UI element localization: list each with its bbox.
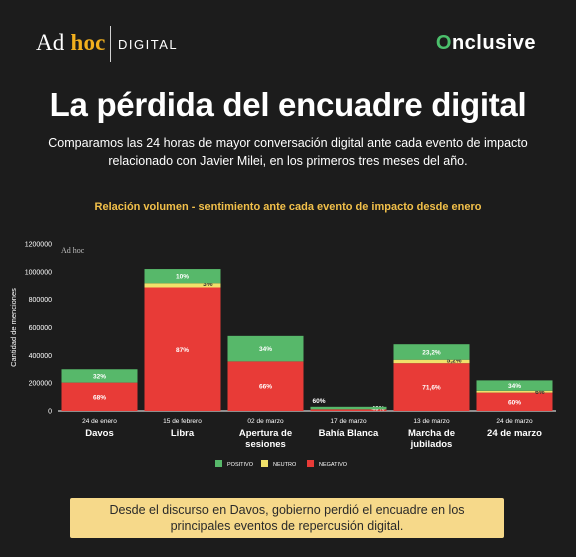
data-label: 68%	[93, 394, 106, 401]
x-tick-label: Bahía Blanca	[319, 428, 379, 439]
data-label: 32%	[93, 373, 106, 380]
x-tick-label: Marcha de	[408, 428, 455, 439]
x-tick-date: 02 de marzo	[247, 418, 284, 425]
y-tick-label: 200000	[29, 381, 52, 388]
x-tick-label: 24 de marzo	[487, 428, 542, 439]
y-tick-label: 600000	[29, 325, 52, 332]
data-label: 23,2%	[422, 349, 441, 356]
data-label: 3%	[203, 281, 213, 288]
bar-segment-negativo	[61, 382, 138, 411]
chart-title: Relación volumen - sentimiento ante cada…	[94, 201, 482, 213]
bar-segment-positivo	[310, 406, 387, 410]
legend-swatch-negativo	[307, 460, 314, 467]
bar-segment-neutro	[393, 359, 470, 364]
data-label: 10%	[176, 274, 189, 281]
onclusive-logo-o: O	[435, 32, 452, 54]
data-label: 71,6%	[422, 385, 441, 392]
page-title: La pérdida del encuadre digital	[49, 86, 527, 123]
onclusive-logo-rest: nclusive	[451, 32, 536, 54]
conclusion-note-text: Desde el discurso en Davos, gobierno per…	[109, 503, 465, 533]
header: Ad hoc DIGITAL Onclusive	[0, 0, 576, 80]
y-tick-label: 0	[48, 409, 52, 416]
x-tick-label: Apertura de	[239, 428, 292, 439]
legend-swatch-positivo	[215, 460, 222, 467]
onclusive-logo: Onclusive	[436, 32, 536, 55]
adhoc-logo-ad: Ad	[36, 30, 65, 55]
y-tick-label: 400000	[29, 353, 52, 360]
bar-segment-neutro	[476, 390, 553, 393]
x-tick-date: 24 de enero	[82, 418, 117, 425]
data-label: 87%	[176, 347, 189, 354]
conclusion-note: Desde el discurso en Davos, gobierno per…	[70, 498, 504, 538]
bar-segment-negativo	[144, 287, 221, 411]
logo-divider	[110, 26, 111, 62]
bar-segment-negativo	[476, 392, 553, 411]
y-tick-label: 1000000	[25, 269, 52, 276]
chart-watermark: Ad hoc	[61, 246, 85, 255]
data-label: 5,2%	[447, 358, 462, 365]
bar-segment-negativo	[310, 409, 387, 411]
stacked-bar-chart: Cantidad de menciones 0 200000 400000 600000…	[9, 242, 556, 468]
x-tick-date: 24 de marzo	[496, 418, 533, 425]
data-label: 34%	[259, 346, 272, 353]
adhoc-logo: Ad hoc	[36, 30, 106, 56]
data-label: 66%	[259, 384, 272, 391]
x-tick-date: 17 de marzo	[330, 418, 367, 425]
data-label: 6%	[535, 389, 545, 396]
page-subtitle: Comparamos las 24 horas de mayor convers…	[48, 136, 528, 168]
x-tick-label: Libra	[171, 428, 195, 439]
legend-swatch-neutro	[261, 460, 268, 467]
x-tick-label: jubilados	[410, 439, 453, 450]
adhoc-digital-label: DIGITAL	[118, 37, 179, 52]
bar-segment-neutro	[144, 283, 221, 288]
y-axis-title: Cantidad de menciones	[9, 288, 18, 367]
x-tick-label: sesiones	[245, 439, 286, 450]
legend-label-positivo: POSITIVO	[227, 462, 254, 468]
bar-segment-negativo	[393, 363, 470, 411]
x-tick-date: 13 de marzo	[413, 418, 450, 425]
legend-label-neutro: NEUTRO	[273, 462, 297, 468]
bar-segment-positivo	[61, 369, 138, 383]
bar-segment-positivo	[476, 380, 553, 391]
bar-segment-positivo	[393, 344, 470, 360]
x-tick-date: 15 de febrero	[163, 418, 202, 425]
legend-label-negativo: NEGATIVO	[319, 462, 348, 468]
adhoc-logo-hoc: hoc	[70, 30, 106, 55]
data-label: 60%	[508, 399, 521, 406]
y-tick-label: 800000	[29, 297, 52, 304]
bar-segment-negativo	[227, 361, 304, 411]
y-tick-label: 1200000	[25, 242, 52, 249]
data-label: 34%	[508, 383, 521, 390]
bar-segment-positivo	[144, 269, 221, 284]
x-tick-label: Davos	[85, 428, 114, 439]
bar-segment-positivo	[227, 335, 304, 362]
data-label: 60%	[313, 398, 326, 405]
